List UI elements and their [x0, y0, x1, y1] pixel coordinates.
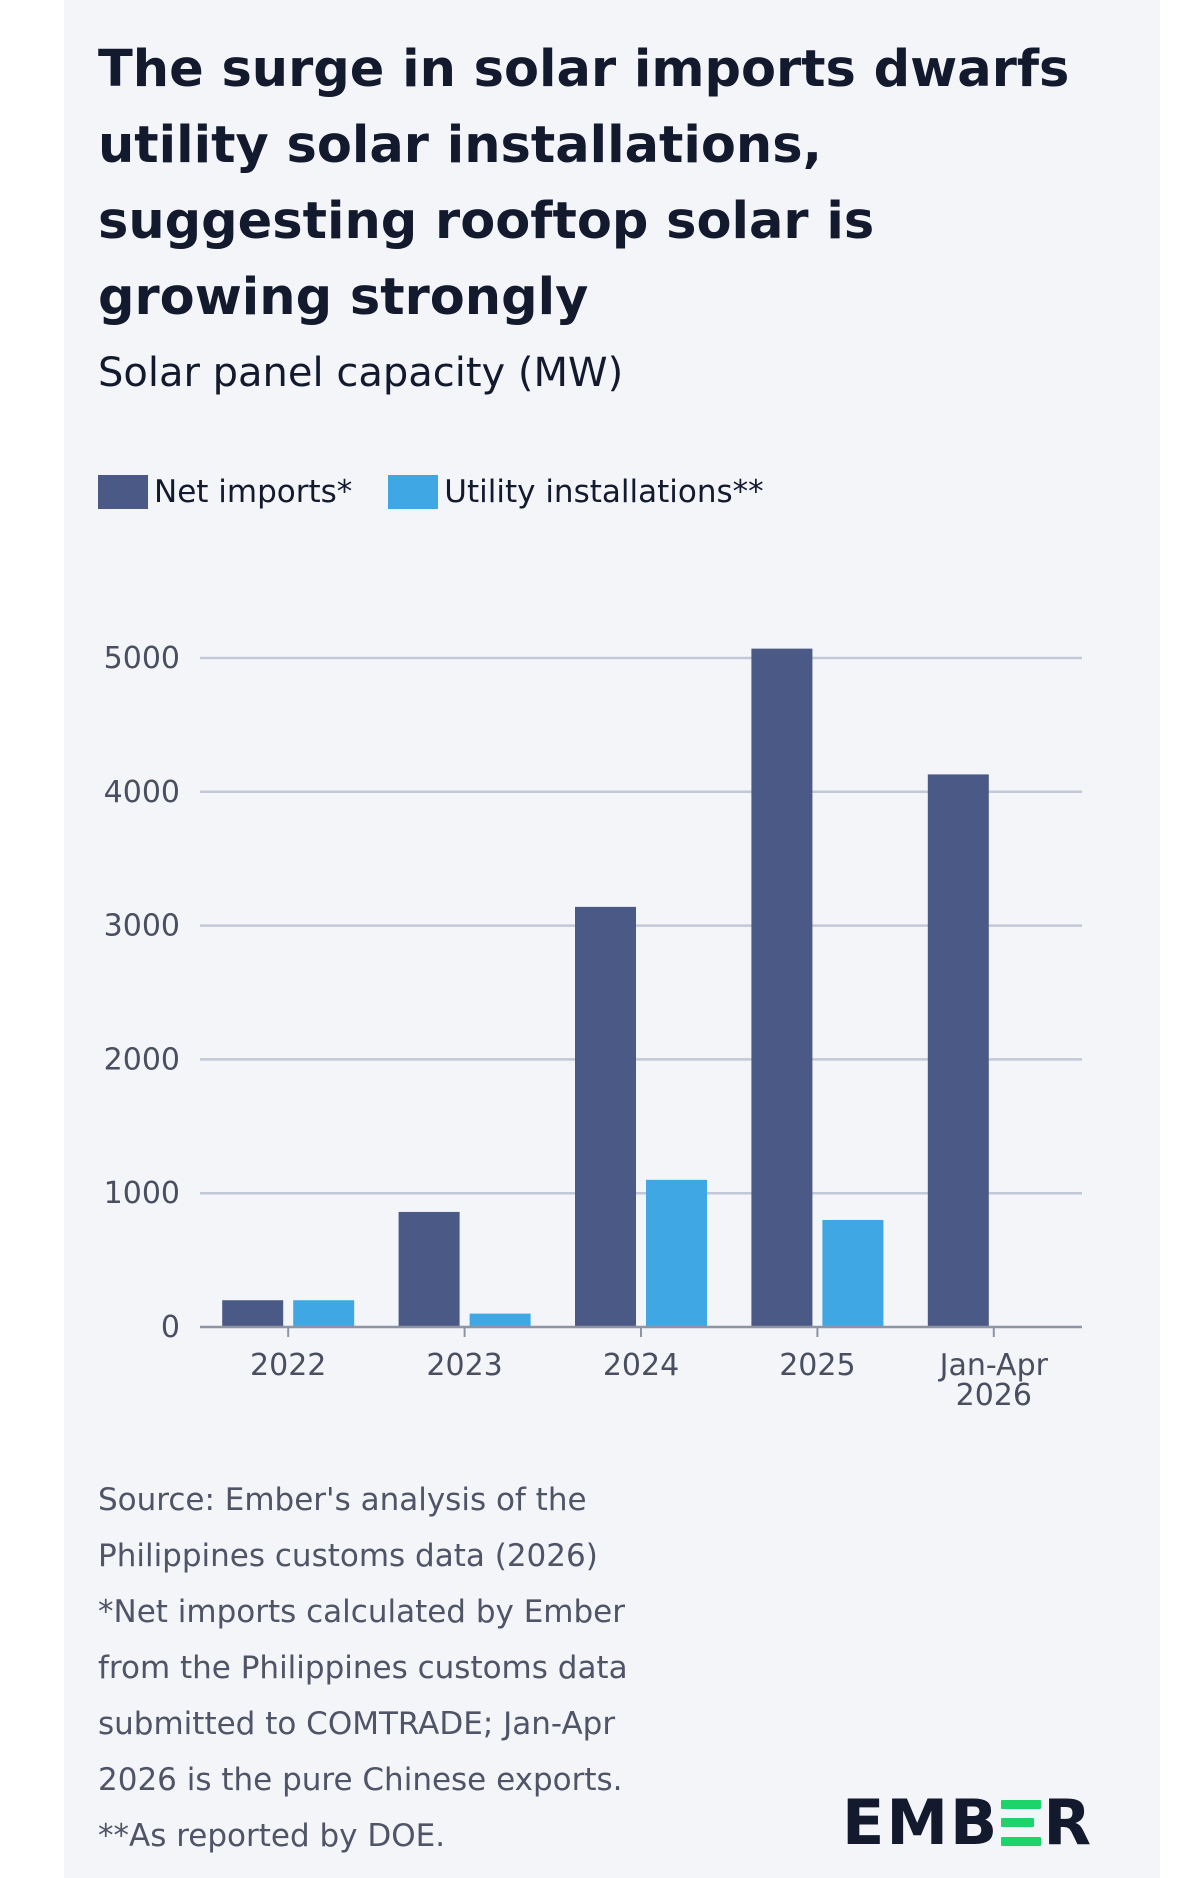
- x-tick-label: 2025: [779, 1348, 855, 1383]
- y-tick-label: 2000: [104, 1042, 180, 1077]
- x-tick-label: 2023: [426, 1348, 502, 1383]
- bar-net-imports: [927, 774, 989, 1327]
- x-tick-label: 2024: [603, 1348, 679, 1383]
- x-tick-label: 2022: [250, 1348, 326, 1383]
- bar-net-imports: [222, 1300, 284, 1327]
- bar-net-imports: [751, 648, 813, 1327]
- legend-label: Net imports*: [154, 474, 353, 510]
- source-line: Philippines customs data (2026): [98, 1538, 598, 1574]
- bar-utility-installations: [293, 1300, 355, 1327]
- title-line: suggesting rooftop solar is: [98, 192, 875, 251]
- source-line: **As reported by DOE.: [98, 1818, 446, 1854]
- source-line: Source: Ember's analysis of the: [98, 1482, 587, 1518]
- y-tick-label: 5000: [104, 641, 180, 676]
- legend-swatch: [388, 475, 439, 509]
- ember-logo: EMB R: [842, 1786, 1093, 1859]
- source-line: submitted to COMTRADE; Jan-Apr: [98, 1706, 616, 1742]
- title-line: The surge in solar imports dwarfs: [98, 40, 1070, 99]
- legend-item-utility-installations: Utility installations**: [388, 474, 764, 510]
- title-line: growing strongly: [98, 268, 589, 327]
- source-line: 2026 is the pure Chinese exports.: [98, 1762, 623, 1798]
- bar-net-imports: [398, 1211, 460, 1327]
- x-tick-label: Jan-Apr: [938, 1348, 1049, 1383]
- legend-item-net-imports: Net imports*: [98, 474, 352, 510]
- logo-text-left: EMB: [842, 1786, 1000, 1859]
- source-line: from the Philippines customs data: [98, 1650, 628, 1686]
- y-tick-label: 0: [161, 1310, 180, 1345]
- chart-title: The surge in solar imports dwarfs utilit…: [98, 32, 1098, 336]
- bar-utility-installations: [469, 1313, 531, 1327]
- chart-subtitle: Solar panel capacity (MW): [98, 350, 624, 396]
- bar-net-imports: [575, 906, 636, 1327]
- bar-chart: 0 1000 2000 3000 4000 5000 2022 2023 2024 2025 Jan…: [104, 641, 1082, 1413]
- legend-swatch: [98, 475, 148, 509]
- chart-legend: Net imports* Utility installations**: [98, 472, 800, 512]
- legend-label: Utility installations**: [444, 474, 764, 510]
- y-tick-label: 4000: [104, 775, 180, 810]
- x-tick-label: 2026: [956, 1378, 1032, 1413]
- source-note: Source: Ember's analysis of the Philippi…: [98, 1472, 738, 1864]
- title-line: utility solar installations,: [98, 116, 822, 175]
- y-tick-label: 1000: [104, 1176, 180, 1211]
- bar-utility-installations: [646, 1179, 707, 1327]
- bar-utility-installations: [822, 1219, 884, 1327]
- source-line: *Net imports calculated by Ember: [98, 1594, 625, 1630]
- y-tick-label: 3000: [104, 909, 180, 944]
- logo-text-right: R: [1043, 1786, 1094, 1859]
- logo-e-bars: [1001, 1799, 1042, 1846]
